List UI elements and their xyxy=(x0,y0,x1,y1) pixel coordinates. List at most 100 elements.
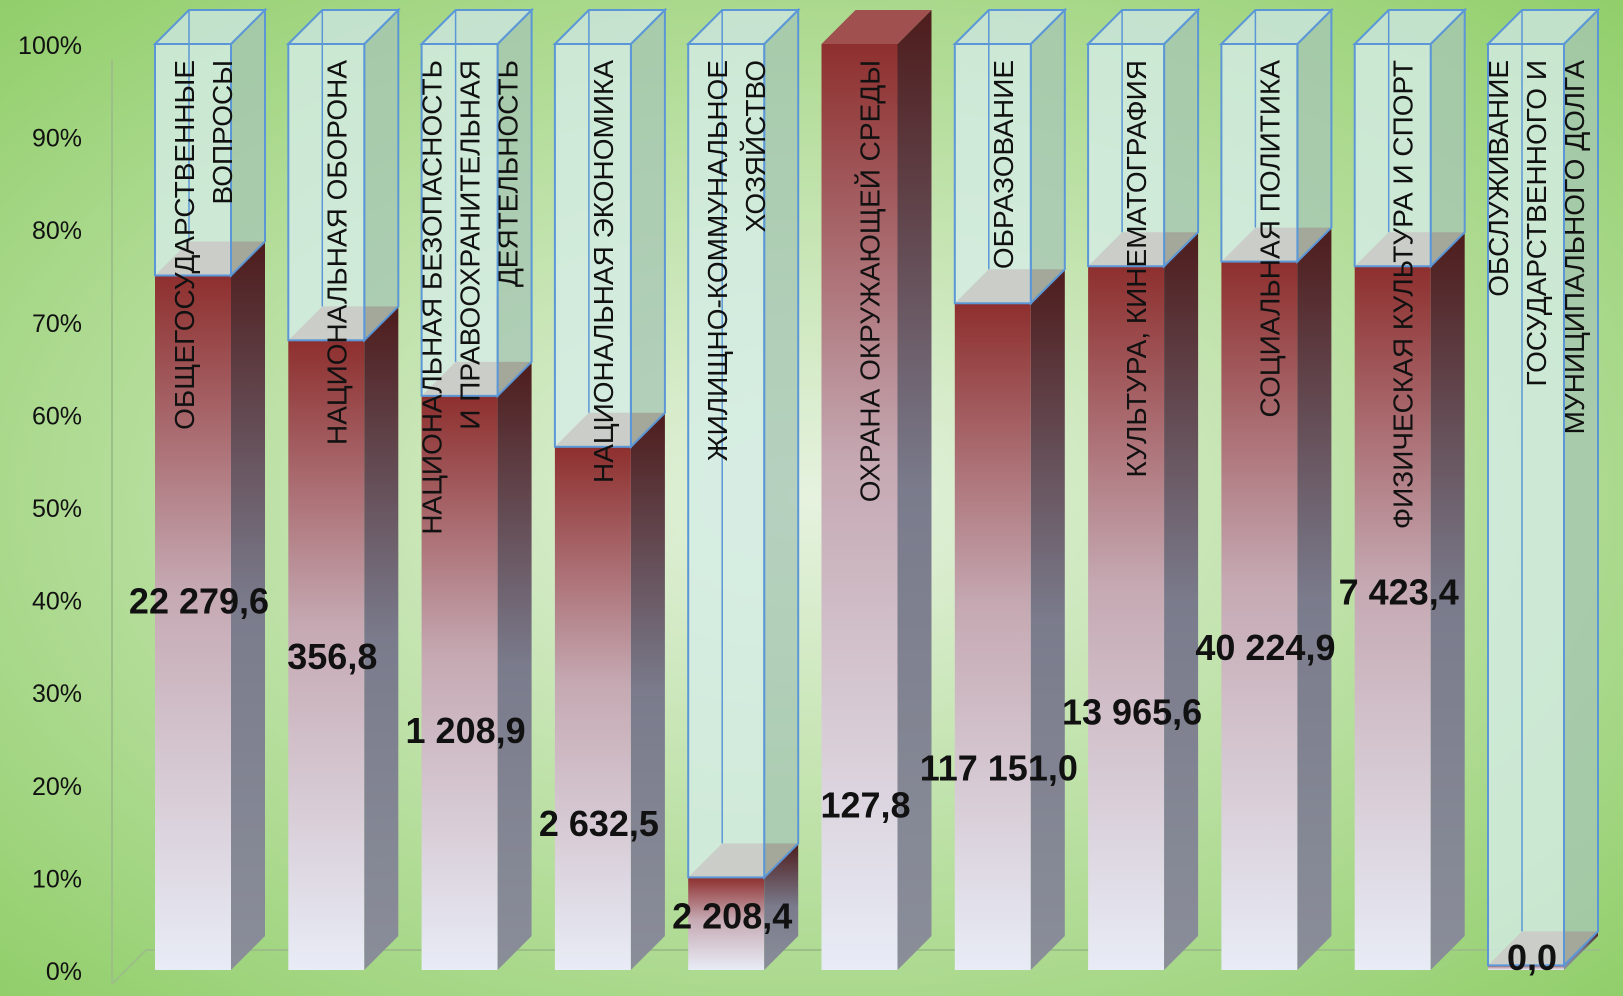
category-label-line: МУНИЦИПАЛЬНОГО ДОЛГА xyxy=(1559,60,1590,435)
y-tick-label: 80% xyxy=(32,217,82,245)
bar-remainder-top xyxy=(1218,9,1334,45)
bar-executed-front xyxy=(421,395,498,970)
bar-executed-top xyxy=(821,10,932,44)
category-label: КУЛЬТУРА, КИНЕМАТОГРАФИЯ xyxy=(1121,60,1152,477)
bar-remainder-top xyxy=(685,9,801,45)
bar-executed-front xyxy=(1488,965,1564,970)
bar-executed-front xyxy=(288,340,365,970)
bar-executed-front xyxy=(1221,261,1298,970)
bar-group xyxy=(285,7,401,970)
bar-group xyxy=(1485,7,1601,970)
bar-remainder-front xyxy=(154,43,232,277)
bar-executed-side xyxy=(1164,232,1199,971)
bar-remainder-top xyxy=(1085,9,1201,45)
category-label-line: ОБСЛУЖИВАНИЕ xyxy=(1483,60,1514,297)
category-label-line: НАЦИОНАЛЬНАЯ ОБОРОНА xyxy=(321,60,352,445)
bar-remainder-side xyxy=(629,7,666,450)
bar-group xyxy=(152,7,268,970)
bar-remainder-top xyxy=(152,9,268,45)
bar-remainder-top xyxy=(552,9,668,45)
bar-remainder-top xyxy=(419,9,535,45)
category-label-line: ОБЩЕГОСУДАРСТВЕННЫЕ xyxy=(169,60,200,430)
bar-executed-front xyxy=(688,877,765,970)
bar-remainder-side xyxy=(1163,7,1200,269)
category-label: ФИЗИЧЕСКАЯ КУЛЬТУРА И СПОРТ xyxy=(1388,60,1419,529)
data-label: 7 423,4 xyxy=(1339,571,1459,612)
data-label: 0,0 xyxy=(1507,937,1557,978)
bar-group xyxy=(552,7,668,970)
data-label: 22 279,6 xyxy=(129,581,269,622)
category-label: СОЦИАЛЬНАЯ ПОЛИТИКА xyxy=(1254,60,1285,418)
category-label-line: НАЦИОНАЛЬНАЯ БЕЗОПАСНОСТЬ xyxy=(417,60,448,535)
bar-executed-front xyxy=(821,44,898,970)
bar-remainder-side xyxy=(1029,7,1066,306)
category-label-line: НАЦИОНАЛЬНАЯ ЭКОНОМИКА xyxy=(588,60,619,483)
y-tick-label: 50% xyxy=(32,495,82,523)
data-label: 127,8 xyxy=(820,784,910,825)
bar-group xyxy=(685,7,801,970)
bar-executed-front xyxy=(554,446,631,970)
bar-remainder-front xyxy=(1487,43,1565,967)
y-tick-label: 90% xyxy=(32,125,82,153)
bar-executed-side xyxy=(1297,227,1332,971)
data-label: 1 208,9 xyxy=(406,710,526,751)
bar-executed-front xyxy=(1354,266,1431,970)
category-label-line: ВОПРОСЫ xyxy=(207,60,238,205)
bar-remainder-front xyxy=(1220,43,1299,263)
category-label-line: ОБРАЗОВАНИЕ xyxy=(988,60,1019,269)
y-tick-label: 70% xyxy=(32,310,82,338)
bar-executed-side xyxy=(497,361,532,970)
bar-executed-side xyxy=(630,412,665,970)
bar-remainder-top xyxy=(1485,9,1601,45)
bar-remainder-front xyxy=(553,43,632,448)
category-label-line: КУЛЬТУРА, КИНЕМАТОГРАФИЯ xyxy=(1121,60,1152,477)
bar-remainder-front xyxy=(420,43,499,397)
y-tick-label: 10% xyxy=(32,865,82,893)
category-label-line: СОЦИАЛЬНАЯ ПОЛИТИКА xyxy=(1254,60,1285,418)
data-label: 117 151,0 xyxy=(920,747,1078,788)
bar-executed-front xyxy=(155,275,231,970)
category-label: НАЦИОНАЛЬНАЯ ЭКОНОМИКА xyxy=(588,60,619,483)
bar-executed-front xyxy=(1088,266,1165,970)
category-label: ОХРАНА ОКРУЖАЮЩЕЙ СРЕДЫ xyxy=(855,60,886,502)
bar-remainder-top xyxy=(1352,9,1468,45)
category-label-line: ФИЗИЧЕСКАЯ КУЛЬТУРА И СПОРТ xyxy=(1388,60,1419,529)
bar-group xyxy=(1352,7,1468,971)
bar-executed-front xyxy=(954,303,1031,970)
bar-remainder-front xyxy=(1353,43,1432,268)
bar-executed-side xyxy=(897,10,932,970)
bar-group xyxy=(952,7,1068,970)
bar-executed-side xyxy=(364,306,399,970)
category-label-line: ХОЗЯЙСТВО xyxy=(740,60,771,232)
data-label: 2 632,5 xyxy=(539,803,659,844)
bar-remainder-front xyxy=(687,43,766,879)
data-label: 2 208,4 xyxy=(672,895,792,936)
y-tick-label: 40% xyxy=(32,588,82,616)
bar-executed-side xyxy=(1030,269,1065,970)
category-label: НАЦИОНАЛЬНАЯ ОБОРОНА xyxy=(321,60,352,445)
bar-remainder-front xyxy=(287,43,366,342)
category-label: НАЦИОНАЛЬНАЯ БЕЗОПАСНОСТЬ И ПРАВООХРАНИТЕ… xyxy=(417,60,524,535)
bar-executed-side xyxy=(1430,232,1465,971)
y-tick-label: 0% xyxy=(46,958,82,986)
category-label-line: ЖИЛИЩНО-КОММУНАЛЬНОЕ xyxy=(702,60,733,461)
category-label: ОБЩЕГОСУДАРСТВЕННЫЕ ВОПРОСЫ xyxy=(169,60,238,430)
bar-remainder-front xyxy=(953,43,1032,305)
bar-group xyxy=(1218,7,1334,971)
data-label: 356,8 xyxy=(287,636,377,677)
category-label: ОБСЛУЖИВАНИЕ ГОСУДАРСТВЕННОГО И МУНИЦИПАЛЬ… xyxy=(1483,60,1590,435)
bar-remainder-front xyxy=(1087,43,1166,268)
bar-remainder-top xyxy=(952,9,1068,45)
bar-executed-side xyxy=(764,843,799,970)
bar-group xyxy=(419,7,535,970)
bar-group xyxy=(821,10,932,970)
y-tick-label: 20% xyxy=(32,773,82,801)
y-tick-label: 60% xyxy=(32,402,82,430)
y-tick-label: 100% xyxy=(18,32,82,60)
category-label-line: ДЕЯТЕЛЬНОСТЬ xyxy=(493,60,524,287)
bar-remainder-side xyxy=(1429,7,1466,269)
bar-remainder-side xyxy=(1296,7,1333,265)
